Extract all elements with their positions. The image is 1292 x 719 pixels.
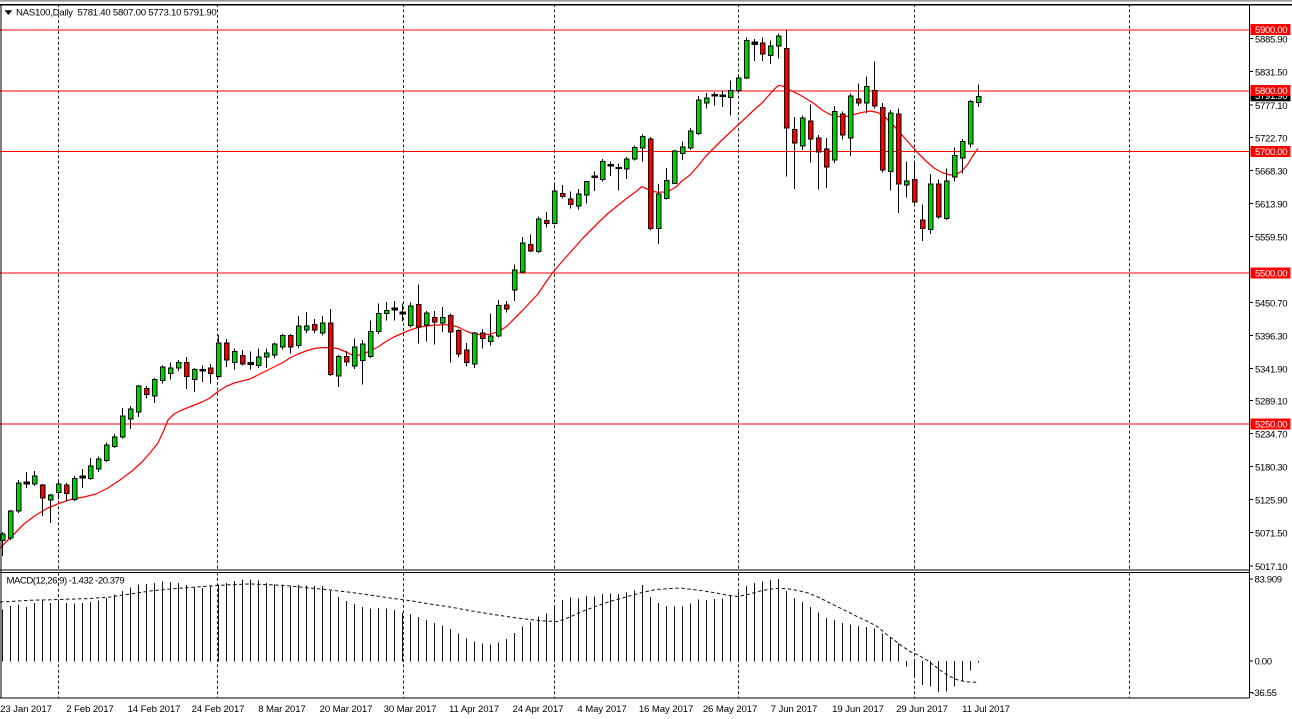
svg-text:5900.00: 5900.00	[1255, 25, 1287, 36]
svg-text:24 Feb 2017: 24 Feb 2017	[192, 704, 245, 715]
svg-text:5722.70: 5722.70	[1255, 134, 1287, 145]
svg-text:MACD(12,26,9) -1.432 -20.379: MACD(12,26,9) -1.432 -20.379	[7, 576, 125, 587]
svg-text:19 Jun 2017: 19 Jun 2017	[832, 704, 884, 715]
svg-text:26 May 2017: 26 May 2017	[703, 704, 757, 715]
svg-text:11 Apr 2017: 11 Apr 2017	[449, 704, 499, 715]
svg-text:4 May 2017: 4 May 2017	[577, 704, 626, 715]
svg-text:5450.70: 5450.70	[1255, 299, 1287, 310]
svg-text:5234.70: 5234.70	[1255, 430, 1287, 441]
svg-text:24 Apr 2017: 24 Apr 2017	[513, 704, 564, 715]
svg-text:7 Jun 2017: 7 Jun 2017	[771, 704, 817, 715]
svg-text:2 Feb 2017: 2 Feb 2017	[66, 704, 114, 715]
svg-text:5885.90: 5885.90	[1255, 35, 1287, 46]
svg-text:29 Jun 2017: 29 Jun 2017	[896, 704, 948, 715]
svg-text:5700.00: 5700.00	[1255, 147, 1287, 158]
svg-text:5289.10: 5289.10	[1255, 397, 1287, 408]
svg-text:5396.30: 5396.30	[1255, 332, 1287, 343]
svg-text:0.00: 0.00	[1255, 656, 1272, 667]
svg-text:5071.50: 5071.50	[1255, 529, 1287, 540]
svg-text:-36.55: -36.55	[1252, 688, 1277, 699]
svg-text:20 Mar 2017: 20 Mar 2017	[320, 704, 373, 715]
svg-text:5250.00: 5250.00	[1255, 419, 1287, 430]
svg-text:5668.30: 5668.30	[1255, 167, 1287, 178]
svg-text:5559.50: 5559.50	[1255, 233, 1287, 244]
svg-text:8 Mar 2017: 8 Mar 2017	[258, 704, 306, 715]
svg-text:23 Jan 2017: 23 Jan 2017	[0, 704, 52, 715]
svg-text:16 May 2017: 16 May 2017	[639, 704, 693, 715]
svg-text:11 Jul 2017: 11 Jul 2017	[962, 704, 1010, 715]
svg-text:14 Feb 2017: 14 Feb 2017	[128, 704, 181, 715]
svg-text:30 Mar 2017: 30 Mar 2017	[384, 704, 437, 715]
svg-text:5800.00: 5800.00	[1255, 86, 1287, 97]
svg-text:5613.90: 5613.90	[1255, 200, 1287, 211]
svg-text:5180.30: 5180.30	[1255, 463, 1287, 474]
svg-text:5791.90: 5791.90	[1255, 91, 1287, 102]
svg-text:5125.90: 5125.90	[1255, 496, 1287, 507]
svg-text:83.909: 83.909	[1255, 574, 1282, 585]
svg-text:NAS100,Daily 5781.40 5807.00: NAS100,Daily 5781.40 5807.00 5773.10 579…	[16, 8, 217, 19]
svg-text:5831.50: 5831.50	[1255, 68, 1287, 79]
svg-text:5777.10: 5777.10	[1255, 101, 1287, 112]
svg-text:5500.00: 5500.00	[1255, 268, 1287, 279]
svg-text:5341.90: 5341.90	[1255, 365, 1287, 376]
svg-text:5017.10: 5017.10	[1255, 562, 1287, 573]
